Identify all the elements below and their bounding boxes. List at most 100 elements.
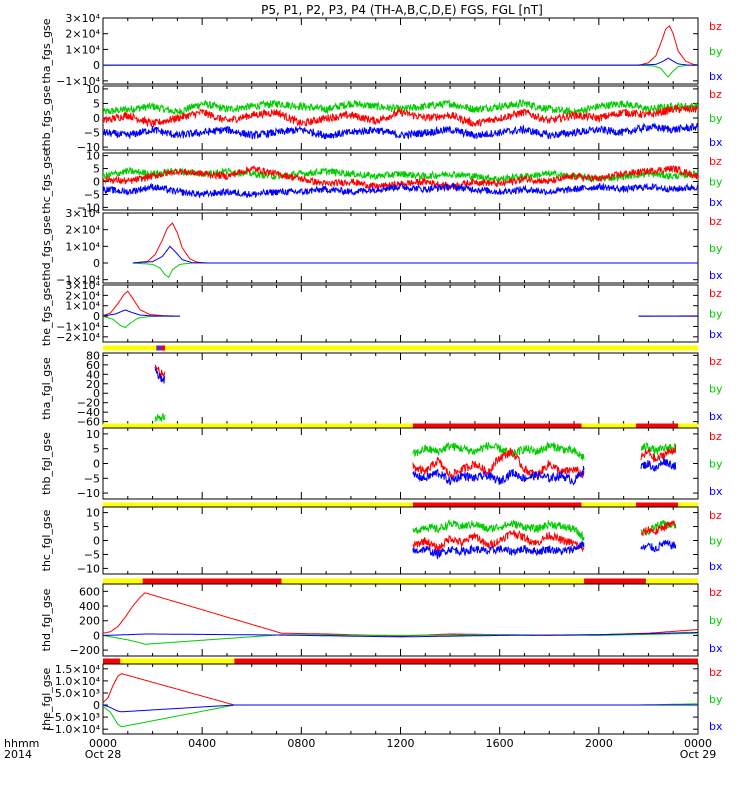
y-tick-label: 10 [86, 507, 100, 520]
series-by [103, 64, 698, 78]
y-tick-label: 10 [86, 150, 100, 163]
y-tick-label: 0 [93, 699, 100, 712]
legend-by: by [709, 112, 723, 125]
legend-bz: bz [709, 586, 722, 599]
legend-bx: bx [709, 136, 723, 149]
y-tick-label: −5 [84, 472, 100, 485]
x-date-label: Oct 28 [85, 748, 122, 761]
series-bz [103, 25, 698, 66]
flag-segment-red [142, 578, 282, 584]
series-bz [640, 445, 677, 463]
y-tick-label: 40 [86, 368, 100, 381]
time-axis: hhmm 2014 0000 0400 0800 1200 1600 2000 0000Oc… [4, 737, 716, 761]
legend-bx: bx [709, 269, 723, 282]
flag-segment-red [636, 423, 679, 429]
y-axis-label: the_fgl_gse [40, 668, 53, 731]
y-tick-label: 0 [93, 387, 100, 400]
y-axis-label: thc_fgl_gse [40, 509, 53, 571]
series-bz [103, 290, 180, 317]
y-tick-label: 200 [79, 615, 100, 628]
flag-segment-yellow [103, 345, 698, 351]
y-tick-label: 0 [93, 458, 100, 471]
series-by [132, 262, 698, 278]
y-tick-label: −1×10⁴ [56, 274, 100, 287]
flag-segment-yellow [581, 423, 637, 429]
y-tick-label: 2×10⁴ [65, 224, 100, 237]
x-tick-label: 0400 [188, 737, 216, 750]
y-tick-label: 5.0×10³ [55, 687, 100, 700]
flag-segment-yellow [581, 502, 637, 508]
series-bz [103, 673, 235, 706]
legend-bz: bz [709, 509, 722, 522]
y-tick-label: −5 [84, 188, 100, 201]
series-bx [412, 465, 585, 486]
legend-by: by [709, 614, 723, 627]
panel-frame [102, 352, 699, 425]
y-tick-label: 2×10⁴ [65, 289, 100, 302]
series-bx [103, 182, 698, 199]
y-tick-label: 2×10⁴ [65, 28, 100, 41]
y-tick-label: −5 [84, 127, 100, 140]
legend-bx: bx [709, 720, 723, 733]
y-axis-label: thb_fgl_gse [40, 432, 53, 495]
series-by [103, 632, 698, 645]
y-tick-label: −10 [77, 487, 100, 500]
flag-segment-yellow [678, 502, 698, 508]
panel-the_fgl_gse: −1.0×10⁴−5.0×10³05.0×10³1.0×10⁴1.5×10⁴th… [40, 658, 723, 736]
legend-by: by [709, 242, 723, 255]
series-bx [640, 539, 677, 553]
y-tick-label: −1.0×10⁴ [46, 723, 101, 736]
y-axis-label: tha_fgs_gse [40, 18, 53, 83]
y-tick-label: 1.5×10⁴ [55, 663, 101, 676]
y-tick-label: −2×10⁴ [56, 331, 100, 344]
series-bx [103, 122, 698, 140]
y-tick-label: 1.0×10⁴ [55, 675, 101, 688]
series-bx [103, 309, 180, 317]
y-tick-label: −10 [77, 201, 100, 214]
legend-bz: bz [709, 155, 722, 168]
y-axis-label: thb_fgs_gse [40, 85, 53, 151]
legend-by: by [709, 176, 723, 189]
legend-bx: bx [709, 642, 723, 655]
flag-segment-yellow [103, 423, 413, 429]
legend-bx: bx [709, 410, 723, 423]
panel-frame [102, 506, 699, 575]
series-bx [103, 704, 235, 713]
series-by [154, 413, 166, 422]
panel-frame [102, 152, 699, 211]
series-by [103, 315, 180, 329]
y-tick-label: 1×10⁴ [65, 240, 100, 253]
panel-frame [102, 17, 699, 85]
flag-segment-yellow [645, 578, 698, 584]
series-bz [640, 520, 677, 536]
legend-by: by [709, 45, 723, 58]
series-bz [132, 222, 698, 264]
y-tick-label: −60 [77, 416, 100, 429]
y-tick-label: −5.0×10³ [46, 711, 100, 724]
flag-segment-red [412, 423, 582, 429]
legend-bx: bx [709, 70, 723, 83]
legend-bz: bz [709, 215, 722, 228]
y-tick-label: 0 [93, 176, 100, 189]
y-tick-label: 0 [93, 257, 100, 270]
panel-frame [102, 427, 699, 500]
y-tick-label: 600 [79, 585, 100, 598]
legend-bx: bx [709, 196, 723, 209]
x-date-label: Oct 29 [680, 748, 717, 761]
y-tick-label: 400 [79, 600, 100, 613]
legend-bz: bz [709, 430, 722, 443]
series-bx [132, 245, 698, 264]
flag-segment-yellow [103, 578, 143, 584]
series-by [412, 440, 585, 461]
x-tick-label: 1200 [387, 737, 415, 750]
legend-by: by [709, 458, 723, 471]
legend-bx: bx [709, 485, 723, 498]
y-tick-label: 1×10⁴ [65, 43, 100, 56]
series-bx [103, 632, 698, 638]
